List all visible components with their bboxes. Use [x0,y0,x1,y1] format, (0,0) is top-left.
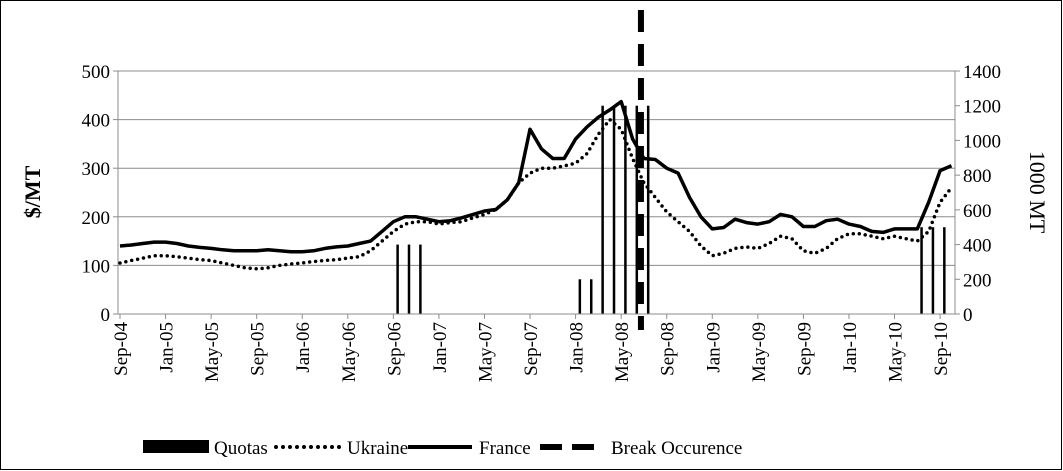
legend-swatch [143,440,209,453]
x-tick-label: May-06 [339,322,360,382]
y2-tick-label: 1400 [963,62,1001,83]
bar [407,244,411,314]
x-tick-label: May-10 [886,322,907,382]
bar [635,105,639,314]
y-tick-label: 300 [82,159,111,180]
x-tick-label: May-08 [612,322,633,382]
line-series [118,117,954,271]
bar [601,105,604,314]
x-tick-label: Sep-10 [931,322,952,376]
x-tick-label: Jan-07 [430,322,451,373]
x-tick-label: Sep-06 [384,322,405,376]
x-tick-label: May-09 [749,322,770,382]
bar [624,105,627,314]
legend-label: Break Occurence [611,438,742,459]
y2-tick-label: 400 [963,236,992,257]
y2-tick-label: 1200 [963,97,1001,118]
x-tick-label: Sep-07 [521,322,542,376]
bar [419,244,422,314]
x-tick-label: Sep-04 [111,322,132,376]
x-tick-label: Jan-09 [703,322,724,373]
x-tick-label: Sep-05 [248,322,269,376]
line-series [119,99,953,254]
legend-label: Ukraine [347,438,408,459]
y-tick-label: 0 [101,305,111,326]
y-tick-label: 200 [82,208,111,229]
bar [931,227,935,314]
x-tick-label: Sep-09 [794,322,815,376]
y2-axis-label: 1000 MT [1025,151,1050,234]
x-tick-label: Jan-10 [840,322,861,373]
y-axis-label: $/MT [20,165,45,218]
bar [578,279,582,314]
y-tick-label: 400 [82,111,111,132]
x-tick-label: Sep-08 [658,322,679,376]
y2-tick-label: 1000 [963,131,1001,152]
y-tick-label: 500 [82,62,111,83]
x-tick-label: Jan-08 [567,322,588,373]
x-tick-label: May-07 [475,322,496,382]
bar [589,279,593,314]
x-tick-label: May-05 [202,322,223,382]
legend-label: Quotas [214,438,268,459]
x-tick-label: Jan-06 [293,322,314,373]
y2-tick-label: 600 [963,201,992,222]
bar [920,227,923,314]
legend-label: France [479,438,531,459]
y2-tick-label: 0 [963,305,973,326]
bar [943,227,946,314]
bar [612,105,616,314]
x-tick-label: Jan-05 [157,322,178,373]
bar [646,105,650,314]
y2-tick-label: 800 [963,166,992,187]
y-tick-label: 100 [82,256,111,277]
bar [396,244,399,314]
y2-tick-label: 200 [963,270,992,291]
